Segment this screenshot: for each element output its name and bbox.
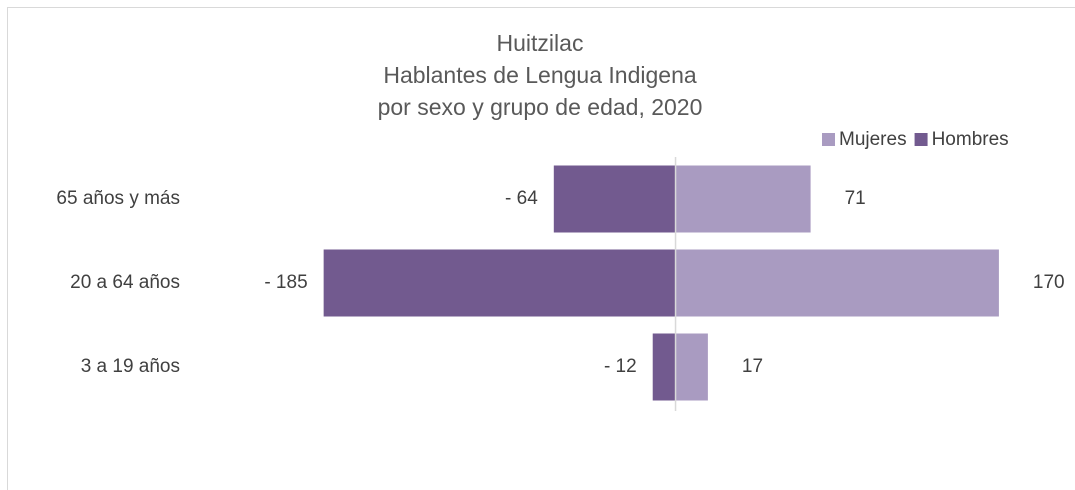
data-label: - 64 bbox=[505, 188, 538, 209]
chart-title: Huitzilac bbox=[497, 30, 584, 56]
y-tick-label: 20 a 64 años bbox=[70, 272, 180, 293]
data-label: 17 bbox=[742, 356, 763, 377]
data-label: 71 bbox=[845, 188, 866, 209]
y-tick-label: 65 años y más bbox=[56, 188, 180, 209]
data-label: - 185 bbox=[264, 272, 307, 293]
legend-swatch bbox=[822, 133, 835, 146]
legend-label: Mujeres bbox=[839, 129, 907, 150]
bar bbox=[675, 249, 999, 317]
bar bbox=[553, 165, 676, 233]
bar bbox=[675, 165, 811, 233]
data-label: - 12 bbox=[604, 356, 637, 377]
bar bbox=[675, 333, 708, 401]
chart-border bbox=[7, 7, 1075, 490]
y-tick-label: 3 a 19 años bbox=[81, 356, 180, 377]
bar bbox=[323, 249, 676, 317]
legend-swatch bbox=[914, 133, 928, 146]
chart-title: Hablantes de Lengua Indigena bbox=[383, 62, 697, 88]
chart-title: por sexo y grupo de edad, 2020 bbox=[378, 94, 703, 120]
legend-label: Hombres bbox=[932, 129, 1009, 150]
bar bbox=[652, 333, 676, 401]
data-label: 170 bbox=[1033, 272, 1065, 293]
